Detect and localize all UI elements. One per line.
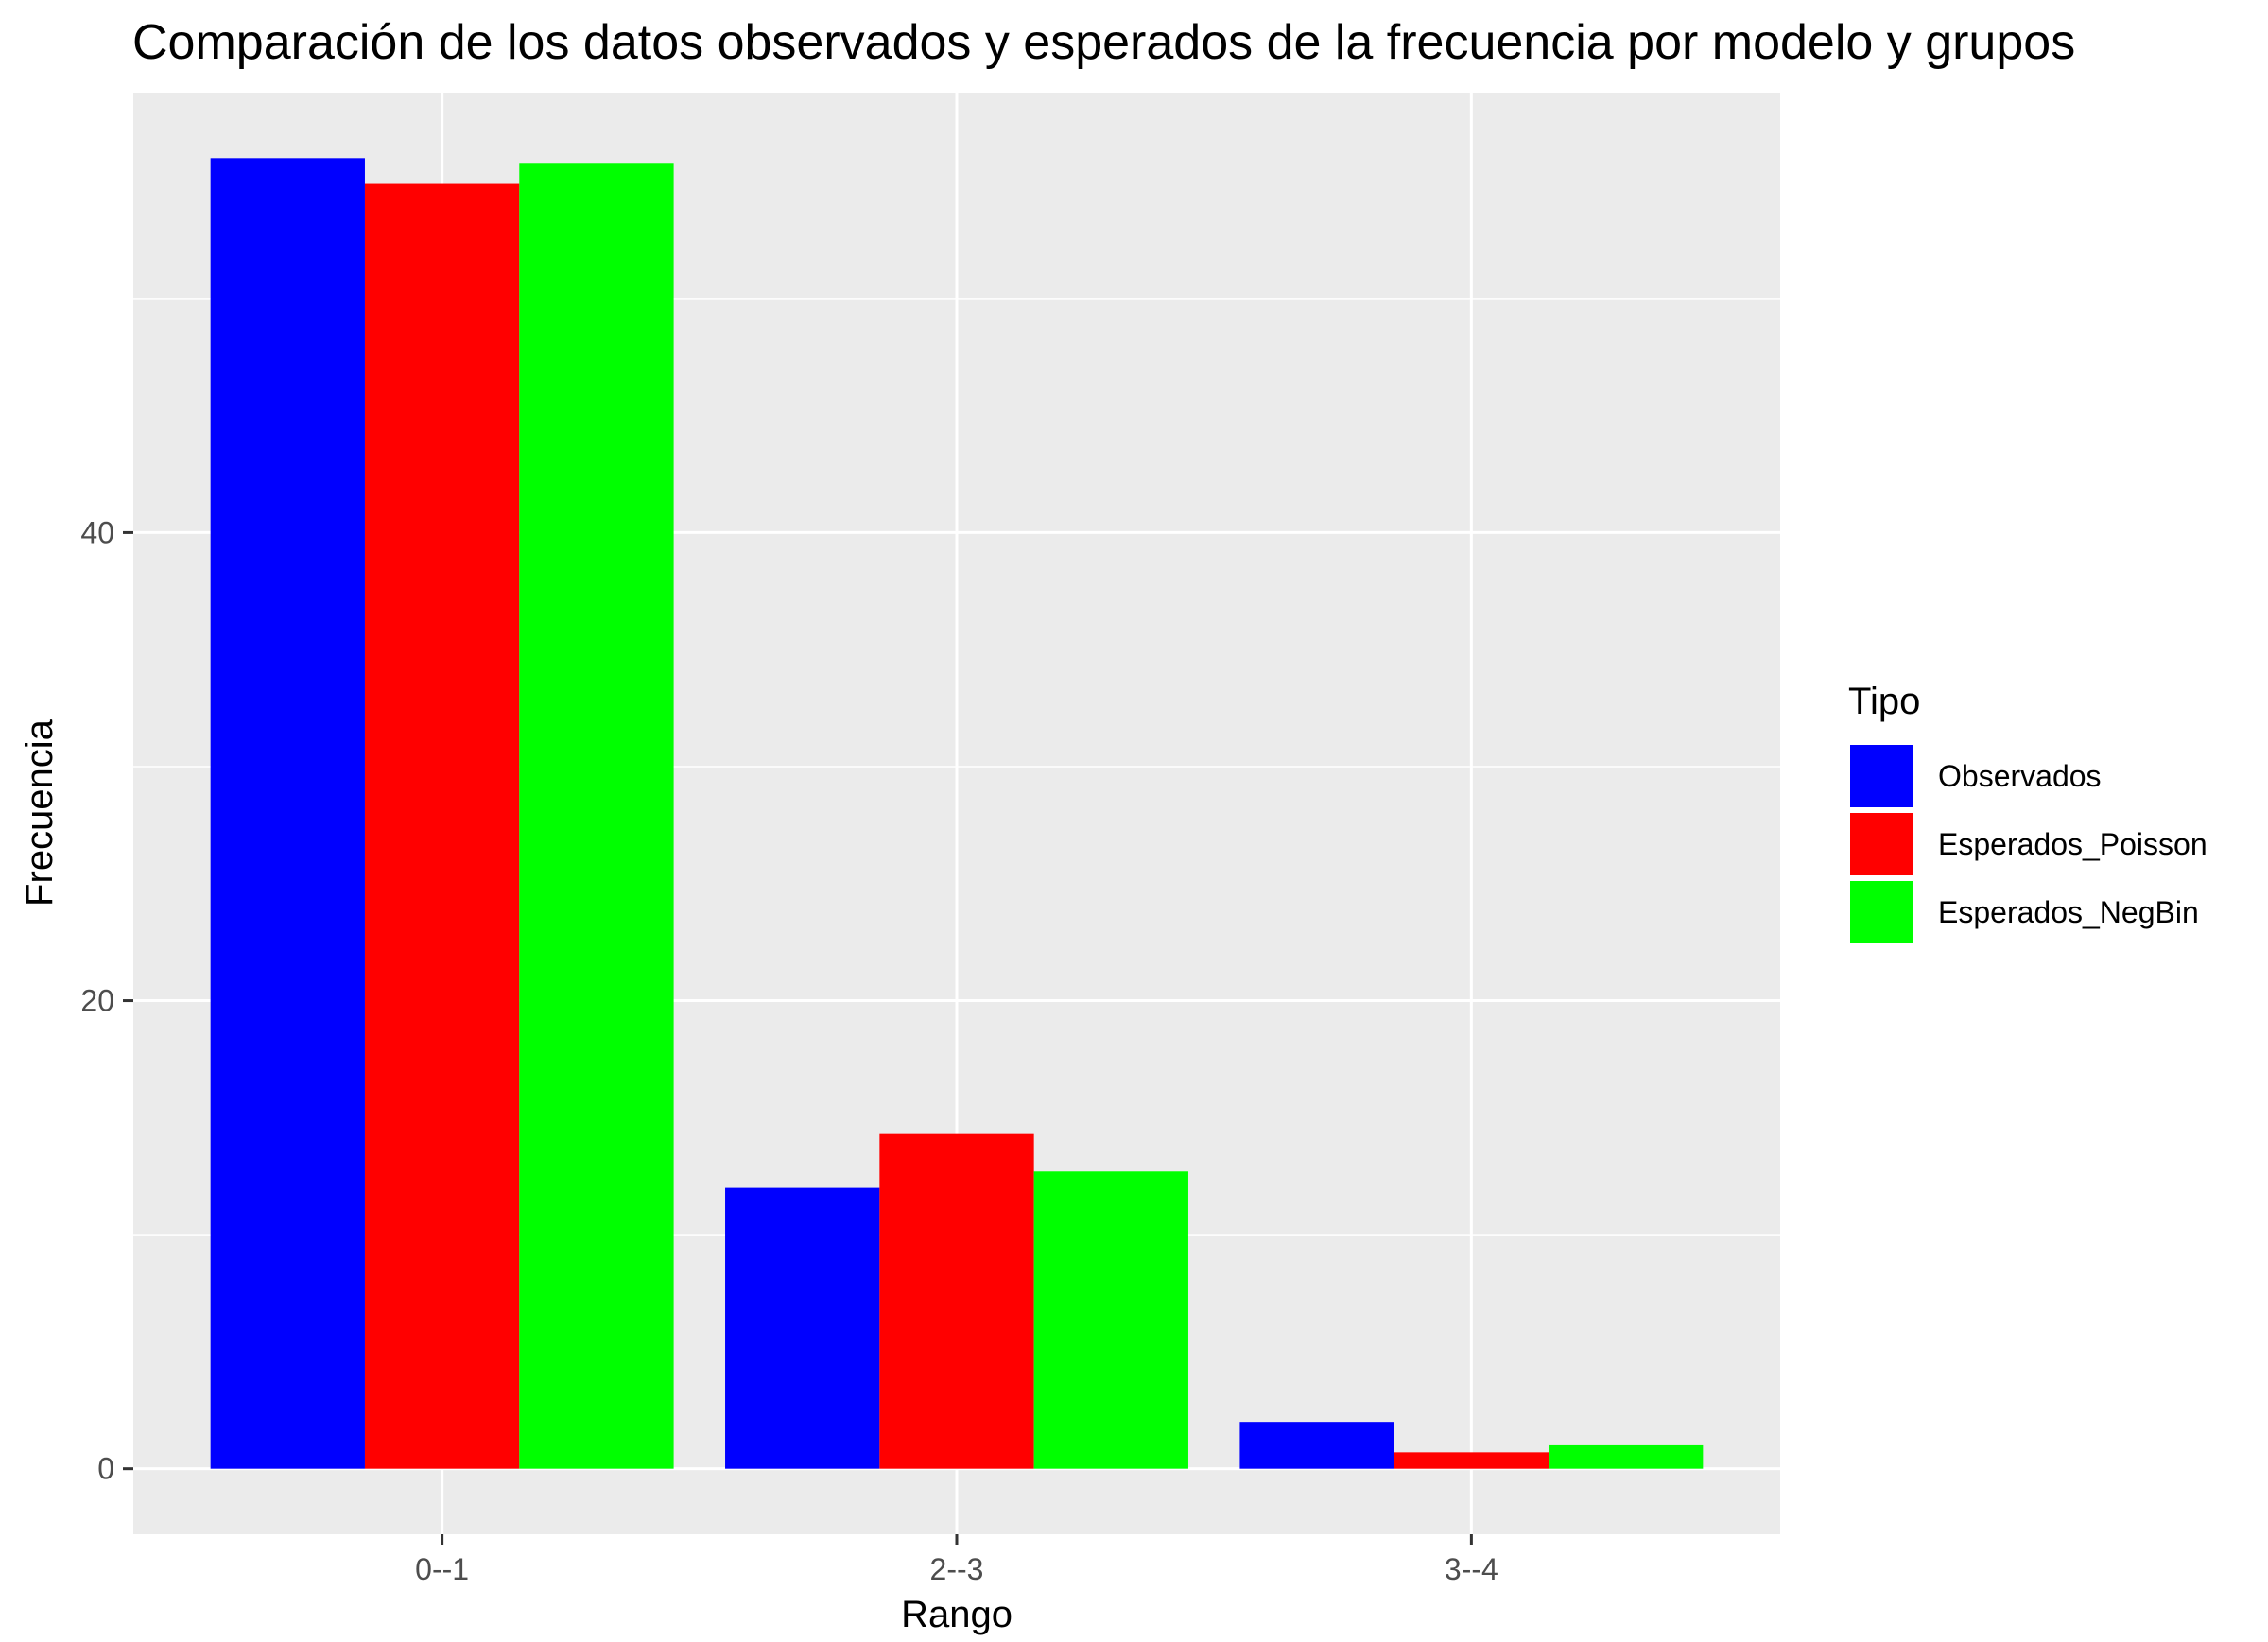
bar-observados-1 <box>725 1187 880 1469</box>
axes: 0 20 40 0--1 2--3 3--4 <box>80 515 1498 1586</box>
legend: Tipo Observados Esperados_Poisson Esperado… <box>1848 681 2207 943</box>
y-axis-title: Frecuencia <box>19 718 61 907</box>
x-axis-title: Rango <box>901 1594 1013 1635</box>
bar-esperados-negbin-0 <box>519 163 674 1469</box>
bar-observados-2 <box>1239 1422 1394 1469</box>
y-tick-label: 40 <box>80 515 114 549</box>
legend-key-observados <box>1850 745 1913 807</box>
x-tick-label: 3--4 <box>1445 1552 1498 1586</box>
x-tick-label: 0--1 <box>415 1552 469 1586</box>
legend-key-esperados-negbin <box>1850 881 1913 943</box>
bar-esperados-negbin-1 <box>1033 1171 1188 1469</box>
legend-label-observados: Observados <box>1938 759 2102 793</box>
y-tick-label: 0 <box>97 1452 114 1486</box>
chart-title: Comparación de los datos observados y es… <box>132 15 2075 70</box>
legend-label-esperados-poisson: Esperados_Poisson <box>1938 827 2207 861</box>
bar-esperados-poisson-0 <box>364 183 520 1469</box>
bar-esperados-poisson-2 <box>1394 1452 1550 1469</box>
legend-key-esperados-poisson <box>1850 813 1913 875</box>
legend-title: Tipo <box>1848 681 1920 722</box>
bar-observados-0 <box>210 158 365 1469</box>
bars <box>210 158 1704 1469</box>
y-tick-label: 20 <box>80 984 114 1018</box>
bar-esperados-negbin-2 <box>1549 1444 1704 1469</box>
bar-esperados-poisson-1 <box>879 1133 1034 1469</box>
x-tick-label: 2--3 <box>930 1552 984 1586</box>
legend-label-esperados-negbin: Esperados_NegBin <box>1938 895 2199 929</box>
